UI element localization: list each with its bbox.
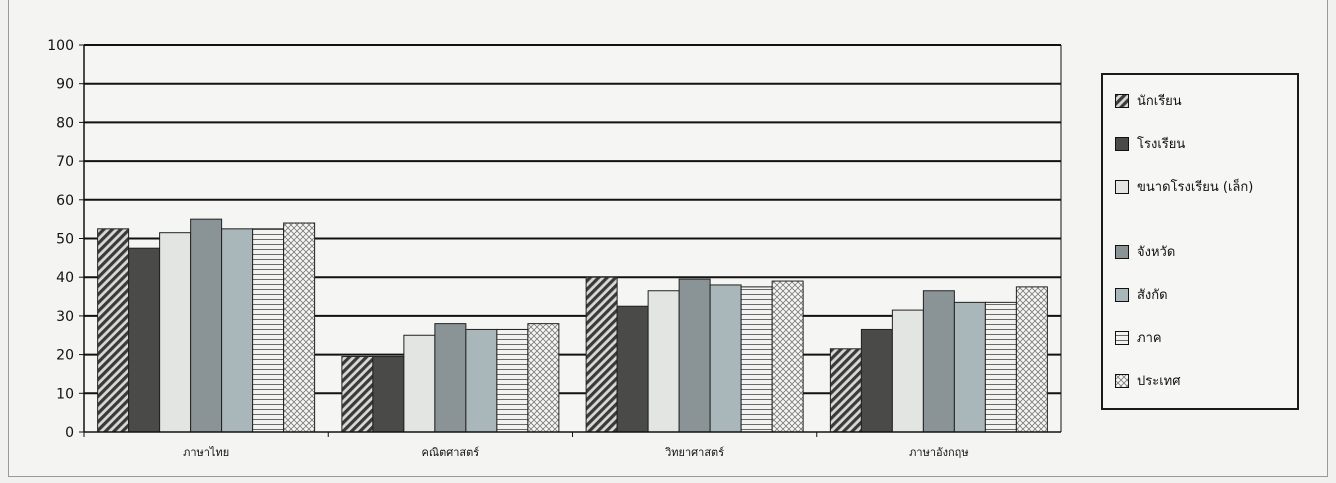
y-tick-label: 80 xyxy=(56,115,74,131)
y-tick-label: 90 xyxy=(56,77,74,93)
bar-1-7 xyxy=(283,222,316,433)
bar-2-5 xyxy=(465,328,498,433)
bar-4-1 xyxy=(829,348,862,433)
x-tick-label: วิทยาศาสตร์ xyxy=(664,446,724,459)
bar-3-5 xyxy=(709,284,742,433)
bar-2-7 xyxy=(527,323,560,433)
legend-swatch xyxy=(1115,288,1129,302)
bar-1-2 xyxy=(128,247,161,433)
x-tick-label: ภาษาอังกฤษ xyxy=(909,446,968,459)
bar-2-4 xyxy=(434,323,467,433)
bar-3-1 xyxy=(585,276,618,433)
y-tick-label: 60 xyxy=(56,193,74,209)
chart-legend: นักเรียนโรงเรียนขนาดโรงเรียน (เล็ก) จังหว… xyxy=(1101,73,1299,410)
legend-swatch xyxy=(1115,374,1129,388)
legend-swatch xyxy=(1115,245,1129,259)
legend-label: สังกัด xyxy=(1137,288,1168,303)
bar-1-4 xyxy=(190,218,223,433)
x-tick-label: คณิตศาสตร์ xyxy=(422,446,480,459)
bar-1-1 xyxy=(97,228,130,433)
bar-4-7 xyxy=(1015,286,1048,433)
bar-3-4 xyxy=(678,278,711,433)
y-tick-label: 10 xyxy=(56,386,74,402)
legend-swatch xyxy=(1115,94,1129,108)
y-tick-label: 0 xyxy=(65,425,74,441)
y-tick-label: 40 xyxy=(56,270,74,286)
bar-1-3 xyxy=(159,232,192,433)
bar-4-2 xyxy=(860,328,893,433)
bar-1-5 xyxy=(221,228,254,433)
legend-item-7: ประเทศ xyxy=(1115,372,1287,392)
legend-label: จังหวัด xyxy=(1137,245,1176,260)
y-tick-label: 50 xyxy=(56,232,74,248)
bar-4-4 xyxy=(922,290,955,433)
bar-2-3 xyxy=(403,334,436,433)
legend-label: ขนาดโรงเรียน (เล็ก) xyxy=(1137,180,1254,195)
y-tick-label: 100 xyxy=(47,38,74,54)
legend-swatch xyxy=(1115,331,1129,345)
bar-2-1 xyxy=(341,356,374,433)
bar-3-2 xyxy=(616,305,649,433)
bar-3-7 xyxy=(771,280,804,433)
bar-4-3 xyxy=(891,309,924,433)
legend-item-4: จังหวัด xyxy=(1115,243,1287,263)
bar-2-6 xyxy=(496,328,529,433)
legend-item-5: สังกัด xyxy=(1115,286,1287,306)
bar-3-6 xyxy=(740,286,773,433)
legend-label: ประเทศ xyxy=(1137,374,1181,389)
y-tick-label: 30 xyxy=(56,309,74,325)
bar-4-6 xyxy=(984,301,1017,433)
bar-3-3 xyxy=(647,290,680,433)
y-tick-label: 20 xyxy=(56,348,74,364)
legend-label: ภาค xyxy=(1137,331,1162,346)
legend-swatch xyxy=(1115,137,1129,151)
legend-swatch xyxy=(1115,180,1129,194)
legend-item-3: ขนาดโรงเรียน (เล็ก) xyxy=(1115,178,1287,198)
bar-2-2 xyxy=(372,356,405,433)
bar-1-6 xyxy=(252,228,285,433)
legend-item-1: นักเรียน xyxy=(1115,92,1287,112)
x-tick-label: ภาษาไทย xyxy=(183,446,229,459)
legend-label: โรงเรียน xyxy=(1137,137,1186,152)
legend-item-6: ภาค xyxy=(1115,329,1287,349)
legend-label: นักเรียน xyxy=(1137,94,1182,109)
bar-4-5 xyxy=(953,301,986,433)
legend-item-2: โรงเรียน xyxy=(1115,135,1287,155)
y-tick-label: 70 xyxy=(56,154,74,170)
